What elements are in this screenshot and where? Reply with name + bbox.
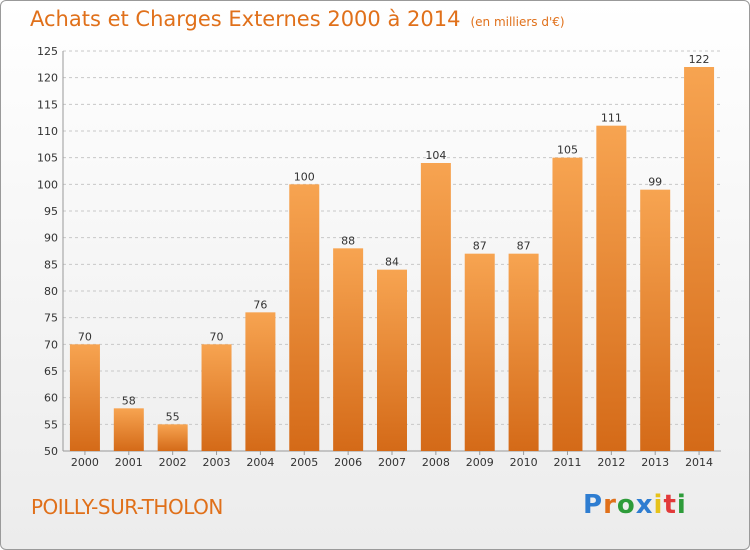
chart-title-row: Achats et Charges Externes 2000 à 2014 (e… (30, 7, 565, 31)
bar-value-label: 105 (557, 144, 578, 157)
bar (596, 125, 627, 452)
y-tick-label: 105 (37, 152, 58, 165)
logo-letter: t (663, 490, 677, 520)
logo-letter: x (635, 490, 654, 520)
y-tick-label: 80 (44, 285, 58, 298)
location-label: POILLY-SUR-THOLON (31, 495, 223, 519)
bars (69, 67, 715, 452)
chart-unit: (en milliers d'€) (470, 15, 565, 29)
x-tick-label: 2005 (290, 456, 318, 469)
bar (201, 344, 232, 451)
bar-value-label: 122 (689, 53, 710, 66)
y-tick-label: 65 (44, 365, 58, 378)
y-tick-label: 120 (37, 72, 58, 85)
bar (508, 253, 539, 451)
y-tick-labels: 50 55 60 65 70 75 80 85 90 95 100 105 110 115 120 125 (37, 45, 58, 458)
bar (113, 408, 144, 451)
x-tick-label: 2014 (685, 456, 713, 469)
x-tick-label: 2000 (71, 456, 99, 469)
x-tick-label: 2002 (159, 456, 187, 469)
bar (464, 253, 495, 451)
bar-value-label: 70 (210, 330, 224, 343)
x-tick-label: 2004 (246, 456, 274, 469)
y-tick-label: 60 (44, 392, 58, 405)
data-labels: 70 58 55 70 76 100 88 84 104 87 87 105 111 99 122 (78, 53, 710, 423)
logo-letter: o (616, 490, 636, 520)
x-tick-label: 2013 (641, 456, 669, 469)
x-tick-label: 2009 (466, 456, 494, 469)
y-tick-label: 85 (44, 258, 58, 271)
x-tick-label: 2010 (510, 456, 538, 469)
bar-value-label: 100 (294, 170, 315, 183)
y-tick-label: 70 (44, 338, 58, 351)
x-tick-label: 2008 (422, 456, 450, 469)
logo-letter: i (676, 490, 687, 520)
y-tick-label: 75 (44, 312, 58, 325)
bar (69, 344, 100, 451)
y-tick-label: 100 (37, 178, 58, 191)
x-tick-label: 2007 (378, 456, 406, 469)
bar-value-label: 88 (341, 234, 355, 247)
bar-value-label: 58 (122, 394, 136, 407)
x-tick-label: 2011 (553, 456, 581, 469)
x-tick-label: 2006 (334, 456, 362, 469)
x-tick-label: 2003 (203, 456, 231, 469)
bar (157, 424, 188, 451)
bar (333, 248, 364, 451)
logo-letter: i (653, 490, 664, 520)
y-tick-label: 50 (44, 445, 58, 458)
y-tick-label: 55 (44, 418, 58, 431)
bar (245, 312, 276, 451)
y-tick-label: 95 (44, 205, 58, 218)
bar (684, 67, 715, 451)
bar (640, 189, 671, 451)
bar-value-label: 87 (473, 240, 487, 253)
x-tick-label: 2001 (115, 456, 143, 469)
proxiti-logo: Proxiti (583, 490, 687, 520)
bar (420, 163, 451, 451)
x-tick-label: 2012 (597, 456, 625, 469)
y-tick-label: 125 (37, 45, 58, 58)
y-tick-label: 90 (44, 232, 58, 245)
bar (377, 269, 407, 451)
bar (552, 157, 583, 451)
y-tick-label: 115 (37, 98, 58, 111)
bar-value-label: 99 (648, 176, 662, 189)
x-tick-labels: 2000 2001 2002 2003 2004 2005 2006 2007 2008 2009… (71, 456, 713, 469)
bar-value-label: 76 (253, 298, 267, 311)
bar-value-label: 55 (166, 410, 180, 423)
bar (289, 184, 320, 452)
logo-letter: r (603, 490, 617, 520)
logo-letter: P (583, 490, 604, 520)
bar-value-label: 70 (78, 330, 92, 343)
bar-value-label: 111 (601, 112, 622, 125)
bar-value-label: 87 (517, 240, 531, 253)
chart-title: Achats et Charges Externes 2000 à 2014 (30, 7, 461, 31)
bar-value-label: 84 (385, 256, 399, 269)
y-tick-label: 110 (37, 125, 58, 138)
bar-value-label: 104 (425, 149, 446, 162)
